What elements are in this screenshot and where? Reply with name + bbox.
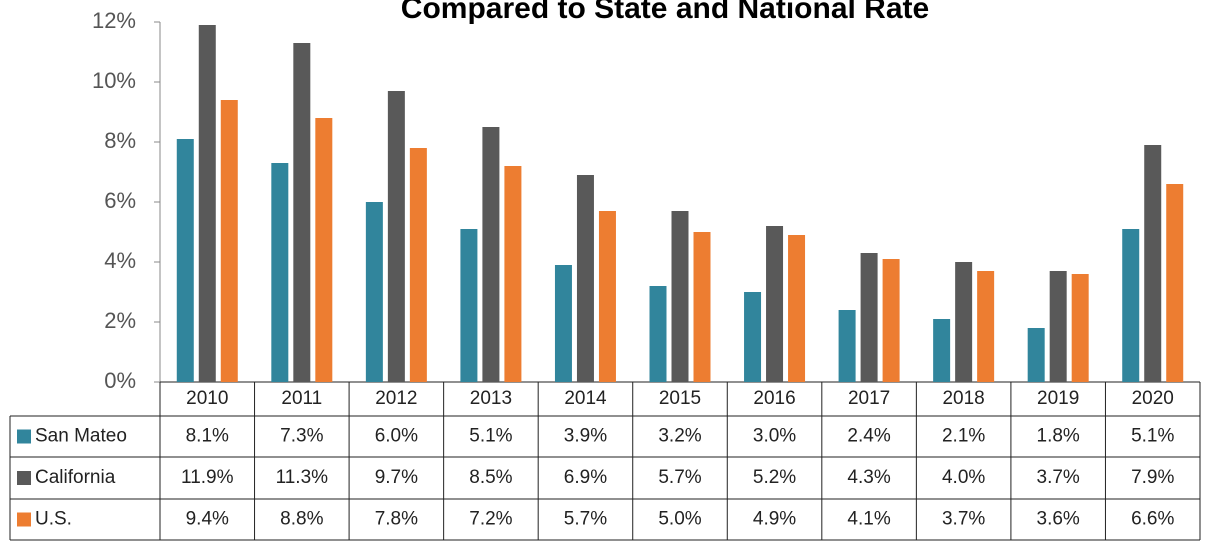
x-tick-label: 2014 — [564, 388, 607, 409]
bar — [766, 226, 784, 382]
data-label: 9.4% — [186, 509, 229, 530]
bar — [1071, 274, 1089, 382]
bar — [365, 202, 383, 382]
x-tick-label: 2011 — [281, 388, 322, 409]
data-label: 7.9% — [1131, 467, 1174, 488]
bar — [744, 292, 762, 382]
data-label: 5.7% — [658, 467, 701, 488]
legend-swatch — [17, 512, 31, 527]
data-label: 11.9% — [181, 467, 234, 488]
bar — [1122, 229, 1140, 382]
data-label: 4.0% — [942, 467, 985, 488]
x-tick-label: 2012 — [375, 388, 417, 409]
x-tick-label: 2015 — [659, 388, 701, 409]
bar — [1027, 328, 1045, 382]
bar — [198, 25, 216, 382]
x-tick-label: 2010 — [186, 388, 228, 409]
y-tick-label: 4% — [104, 248, 136, 273]
x-tick-label: 2020 — [1132, 388, 1174, 409]
bar — [315, 118, 333, 382]
bar — [933, 319, 951, 382]
y-tick-label: 12% — [92, 8, 136, 33]
data-label: 8.1% — [186, 426, 229, 447]
bar — [955, 262, 973, 382]
data-label: 7.8% — [375, 509, 418, 530]
bar — [387, 91, 405, 382]
bar — [860, 253, 878, 382]
y-tick-label: 8% — [104, 128, 136, 153]
x-tick-label: 2013 — [470, 388, 512, 409]
legend-label: U.S. — [35, 509, 72, 530]
bar — [176, 139, 194, 382]
legend-swatch — [17, 429, 31, 444]
bar — [293, 43, 311, 382]
bar — [554, 265, 572, 382]
data-label: 6.0% — [375, 426, 418, 447]
bar — [671, 211, 689, 382]
data-label: 3.7% — [1037, 467, 1080, 488]
bar — [482, 127, 500, 382]
bar — [882, 259, 900, 382]
data-label: 3.2% — [658, 426, 701, 447]
bar — [504, 166, 522, 382]
bar — [460, 229, 478, 382]
bar — [1144, 145, 1162, 382]
bar — [598, 211, 616, 382]
y-tick-label: 2% — [104, 308, 136, 333]
bar — [788, 235, 806, 382]
y-tick-label: 10% — [92, 68, 136, 93]
data-label: 11.3% — [276, 467, 329, 488]
bar — [838, 310, 856, 382]
data-label: 6.9% — [564, 467, 607, 488]
data-label: 9.7% — [375, 467, 418, 488]
data-label: 5.7% — [564, 509, 607, 530]
bar — [409, 148, 427, 382]
data-label: 7.2% — [469, 509, 512, 530]
data-label: 2.1% — [942, 426, 985, 447]
data-label: 6.6% — [1131, 509, 1174, 530]
data-label: 5.0% — [658, 509, 701, 530]
legend-label: San Mateo — [35, 426, 127, 447]
bar — [1049, 271, 1067, 382]
data-label: 3.7% — [942, 509, 985, 530]
data-label: 5.1% — [1131, 426, 1174, 447]
data-label: 8.5% — [469, 467, 512, 488]
chart-title: Compared to State and National Rate — [401, 0, 929, 25]
x-tick-label: 2018 — [942, 388, 984, 409]
bar — [271, 163, 289, 382]
data-label: 4.1% — [847, 509, 890, 530]
data-label: 3.9% — [564, 426, 607, 447]
data-label: 4.3% — [847, 467, 890, 488]
y-tick-label: 0% — [104, 368, 136, 393]
data-label: 1.8% — [1037, 426, 1080, 447]
x-tick-label: 2017 — [848, 388, 890, 409]
bar — [220, 100, 238, 382]
bar — [693, 232, 711, 382]
x-tick-label: 2019 — [1037, 388, 1079, 409]
data-label: 3.0% — [753, 426, 796, 447]
data-label: 8.8% — [280, 509, 323, 530]
bar — [1166, 184, 1184, 382]
data-label: 5.1% — [469, 426, 512, 447]
bar — [977, 271, 995, 382]
bar — [576, 175, 594, 382]
y-tick-label: 6% — [104, 188, 136, 213]
legend-swatch — [17, 471, 31, 485]
data-label: 3.6% — [1037, 509, 1080, 530]
data-label: 2.4% — [847, 426, 890, 447]
x-tick-label: 2016 — [753, 388, 795, 409]
bar — [649, 286, 667, 382]
data-label: 5.2% — [753, 467, 796, 488]
data-label: 7.3% — [280, 426, 323, 447]
legend-label: California — [35, 467, 116, 488]
data-label: 4.9% — [753, 509, 796, 530]
